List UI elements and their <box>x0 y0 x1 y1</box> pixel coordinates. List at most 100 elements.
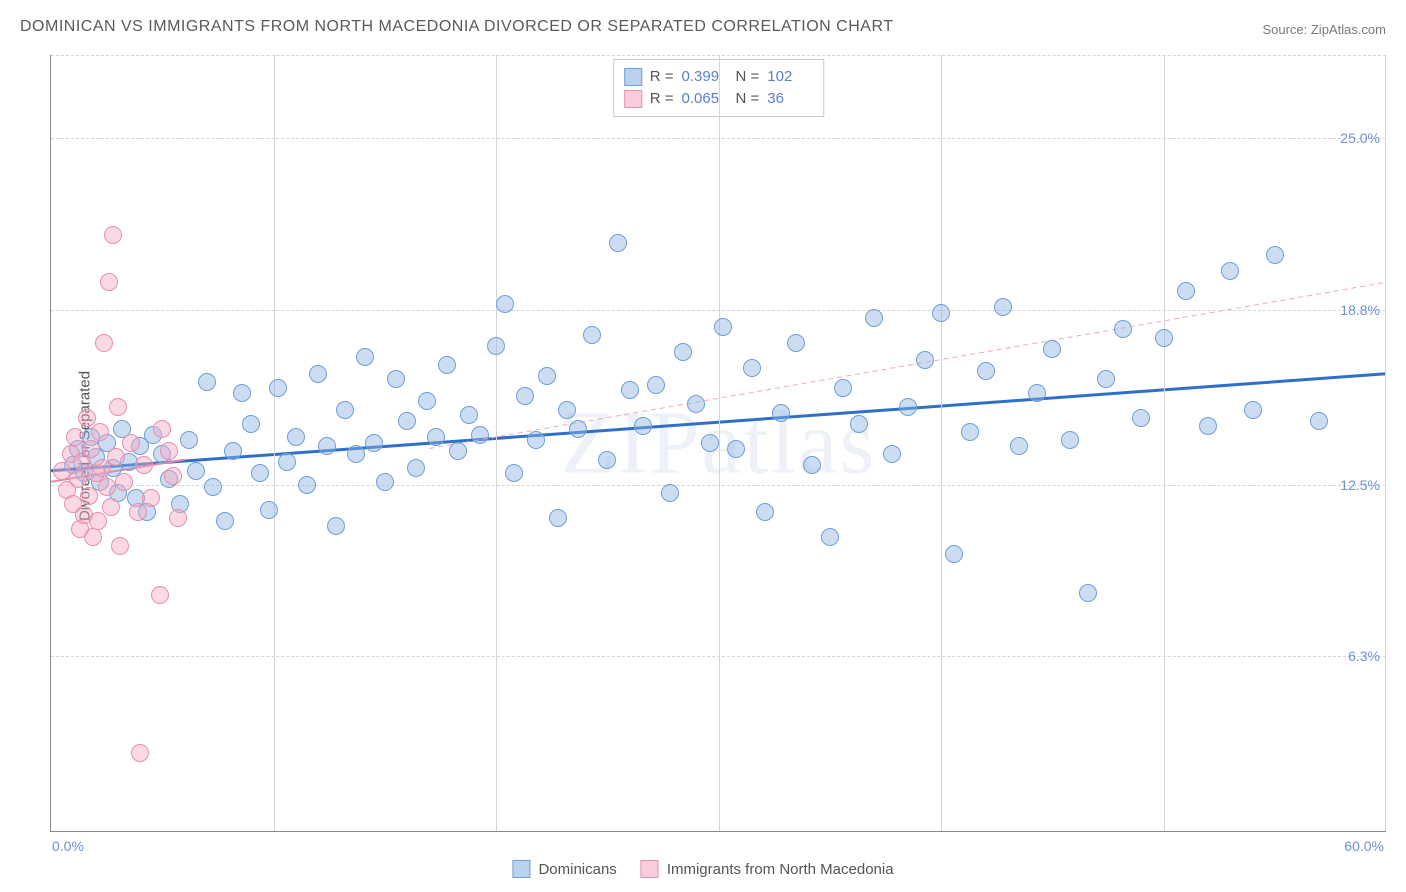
data-point <box>787 334 805 352</box>
swatch-icon <box>512 860 530 878</box>
data-point <box>327 517 345 535</box>
n-label: N = <box>736 66 760 88</box>
data-point <box>102 498 120 516</box>
r-value: 0.065 <box>682 88 728 110</box>
data-point <box>387 370 405 388</box>
data-point <box>772 404 790 422</box>
swatch-icon <box>624 90 642 108</box>
data-point <box>151 586 169 604</box>
data-point <box>471 426 489 444</box>
swatch-icon <box>624 68 642 86</box>
data-point <box>1028 384 1046 402</box>
data-point <box>834 379 852 397</box>
data-point <box>916 351 934 369</box>
data-point <box>95 334 113 352</box>
chart-title: DOMINICAN VS IMMIGRANTS FROM NORTH MACED… <box>20 18 893 36</box>
data-point <box>269 379 287 397</box>
data-point <box>945 545 963 563</box>
data-point <box>187 462 205 480</box>
r-label: R = <box>650 88 674 110</box>
data-point <box>318 437 336 455</box>
data-point <box>538 367 556 385</box>
data-point <box>496 295 514 313</box>
y-tick-label: 6.3% <box>1348 648 1380 664</box>
data-point <box>111 537 129 555</box>
data-point <box>164 467 182 485</box>
data-point <box>365 434 383 452</box>
data-point <box>347 445 365 463</box>
data-point <box>569 420 587 438</box>
data-point <box>743 359 761 377</box>
data-point <box>1244 401 1262 419</box>
data-point <box>153 420 171 438</box>
data-point <box>460 406 478 424</box>
data-point <box>994 298 1012 316</box>
data-point <box>169 509 187 527</box>
data-point <box>1079 584 1097 602</box>
data-point <box>160 442 178 460</box>
data-point <box>1310 412 1328 430</box>
data-point <box>701 434 719 452</box>
swatch-icon <box>641 860 659 878</box>
data-point <box>109 398 127 416</box>
data-point <box>1132 409 1150 427</box>
data-point <box>142 489 160 507</box>
gridline-v <box>1164 55 1165 831</box>
data-point <box>260 501 278 519</box>
source-link[interactable]: ZipAtlas.com <box>1311 22 1386 37</box>
data-point <box>505 464 523 482</box>
data-point <box>487 337 505 355</box>
data-point <box>1010 437 1028 455</box>
data-point <box>756 503 774 521</box>
data-point <box>647 376 665 394</box>
data-point <box>309 365 327 383</box>
gridline-v <box>941 55 942 831</box>
data-point <box>82 440 100 458</box>
data-point <box>356 348 374 366</box>
data-point <box>899 398 917 416</box>
data-point <box>427 428 445 446</box>
data-point <box>1177 282 1195 300</box>
n-label: N = <box>736 88 760 110</box>
y-tick-label: 25.0% <box>1340 130 1380 146</box>
data-point <box>376 473 394 491</box>
source-prefix: Source: <box>1262 22 1310 37</box>
data-point <box>527 431 545 449</box>
data-point <box>1097 370 1115 388</box>
data-point <box>69 470 87 488</box>
data-point <box>107 448 125 466</box>
data-point <box>129 503 147 521</box>
data-point <box>407 459 425 477</box>
x-axis-max: 60.0% <box>1344 838 1384 854</box>
data-point <box>1221 262 1239 280</box>
data-point <box>674 343 692 361</box>
x-axis-min: 0.0% <box>52 838 84 854</box>
data-point <box>687 395 705 413</box>
data-point <box>1155 329 1173 347</box>
source-attribution: Source: ZipAtlas.com <box>1262 22 1386 37</box>
gridline-v <box>496 55 497 831</box>
data-point <box>1114 320 1132 338</box>
data-point <box>438 356 456 374</box>
r-value: 0.399 <box>682 66 728 88</box>
n-value: 102 <box>767 66 813 88</box>
data-point <box>84 528 102 546</box>
legend-item-macedonia: Immigrants from North Macedonia <box>641 860 894 878</box>
data-point <box>115 473 133 491</box>
data-point <box>66 428 84 446</box>
y-tick-label: 12.5% <box>1340 477 1380 493</box>
data-point <box>336 401 354 419</box>
data-point <box>242 415 260 433</box>
data-point <box>98 478 116 496</box>
data-point <box>216 512 234 530</box>
data-point <box>1043 340 1061 358</box>
data-point <box>961 423 979 441</box>
legend-label: Immigrants from North Macedonia <box>667 861 894 878</box>
data-point <box>135 456 153 474</box>
data-point <box>418 392 436 410</box>
data-point <box>549 509 567 527</box>
data-point <box>287 428 305 446</box>
data-point <box>661 484 679 502</box>
data-point <box>278 453 296 471</box>
data-point <box>251 464 269 482</box>
